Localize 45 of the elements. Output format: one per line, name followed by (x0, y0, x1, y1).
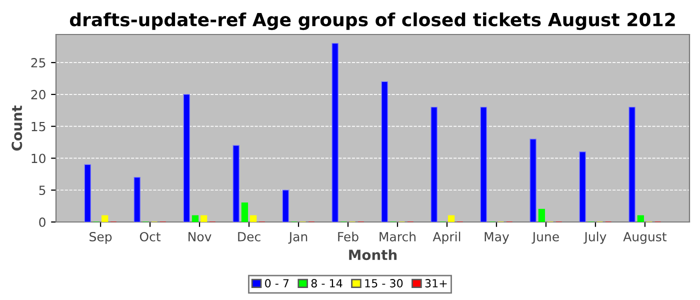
y-tick-label: 5 (39, 186, 46, 196)
bar (637, 215, 644, 222)
x-tick-label: Feb (338, 232, 358, 242)
x-tick-label: August (623, 232, 667, 244)
bar (282, 190, 289, 222)
x-tick-label: May (484, 232, 510, 244)
x-tick-label: Oct (140, 232, 161, 242)
x-axis-title: Month (349, 249, 397, 260)
y-tick-label: 15 (32, 122, 46, 132)
x-tick-label: Sep (90, 232, 112, 244)
x-tick-label: Dec (238, 232, 260, 242)
bar (480, 106, 487, 222)
legend-label: 31+ (425, 279, 447, 288)
bar (183, 94, 190, 222)
x-tick-label: Jan (288, 232, 308, 244)
bar (84, 164, 91, 222)
legend-label: 0 - 7 (265, 279, 289, 288)
bar (628, 106, 636, 222)
legend-label: 15 - 30 (365, 279, 403, 288)
x-tick-label: April (432, 232, 460, 244)
bar (232, 145, 240, 222)
bar (381, 81, 388, 222)
bar (579, 151, 586, 222)
bar (538, 208, 545, 222)
x-tick-label: July (584, 232, 606, 244)
y-tick-label: 0 (39, 217, 46, 227)
x-tick-label: June (532, 232, 559, 244)
bar (250, 215, 257, 222)
bar (192, 215, 199, 222)
bar (102, 215, 108, 222)
x-tick-label: March (380, 232, 416, 242)
bar (332, 43, 338, 222)
y-axis-title: Count (12, 105, 22, 151)
y-tick-label: 10 (32, 154, 46, 164)
bar (200, 215, 208, 222)
x-tick-label: Nov (188, 232, 212, 242)
y-tick-label: 20 (31, 90, 46, 100)
bar (430, 106, 438, 222)
bar (448, 215, 455, 222)
bar (241, 202, 248, 222)
bar (134, 177, 140, 222)
chart-title: drafts-update-ref Age groups of closed tickets August 2012 (70, 12, 675, 30)
y-tick-label: 25 (31, 58, 46, 68)
legend-label: 8 - 14 (311, 279, 342, 288)
bar (530, 138, 536, 222)
